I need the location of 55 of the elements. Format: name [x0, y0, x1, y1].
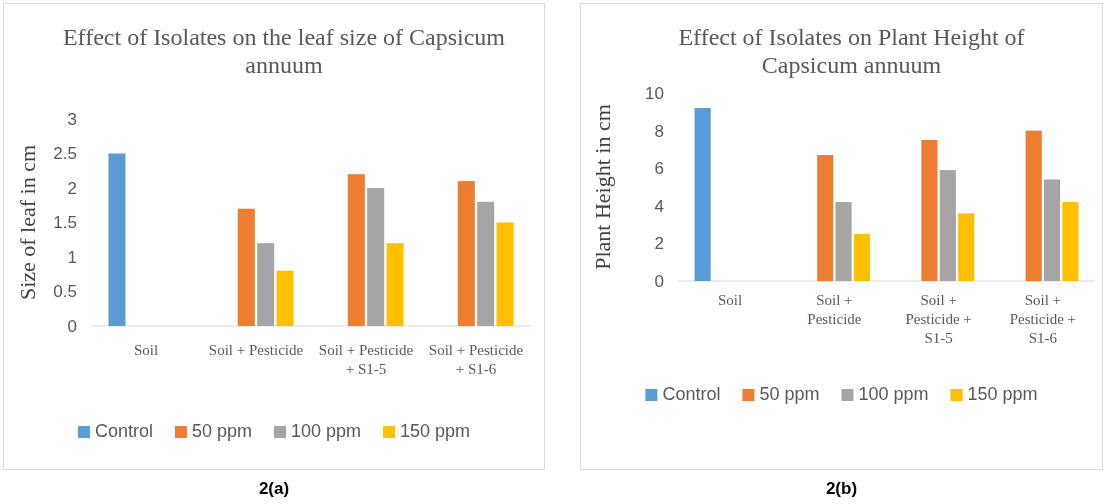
y-tick-label: 2 — [67, 178, 77, 198]
legend-label: 150 ppm — [400, 421, 471, 441]
y-tick-label: 8 — [654, 121, 664, 141]
bar — [257, 243, 275, 326]
bar — [958, 213, 975, 281]
bar — [921, 140, 938, 281]
y-tick-label: 3 — [67, 109, 77, 129]
legend-label: Control — [94, 421, 153, 441]
x-tick-label: Soil + Pesticide + S1-5 — [905, 292, 972, 346]
bar — [367, 188, 385, 326]
text: 2(a) — [258, 479, 290, 498]
y-tick-label: 0 — [67, 316, 77, 336]
y-tick-label: 0.5 — [53, 282, 77, 302]
chart-title: Effect of Isolates on Plant Height of Capsicum annuum — [678, 24, 1025, 78]
bar — [276, 270, 294, 326]
legend-label: 100 ppm — [858, 384, 929, 404]
y-tick-label: 1 — [67, 247, 77, 267]
legend-label: 150 ppm — [967, 384, 1038, 404]
y-tick-label: 2 — [654, 234, 664, 254]
y-tick-label: 1.5 — [53, 213, 77, 233]
bar — [694, 108, 711, 281]
x-tick-label: Soil + Pesticide + S1-6 — [428, 342, 524, 377]
bar — [817, 155, 834, 281]
x-tick-label: Soil + Pesticide + S1-5 — [318, 342, 414, 377]
y-tick-label: 0 — [654, 271, 664, 291]
bar — [1043, 179, 1061, 281]
bar — [835, 202, 852, 281]
legend-label: 50 ppm — [759, 384, 820, 404]
x-tick-label: Soil + Pesticide — [807, 292, 862, 327]
chart-title: Effect of Isolates on the leaf size of Capsicum annuum — [62, 24, 506, 78]
legend-label: Control — [662, 384, 721, 404]
bar — [237, 208, 255, 326]
bar — [477, 201, 495, 326]
bar — [939, 170, 956, 281]
y-axis-title: Size of leaf in cm — [15, 144, 40, 301]
bar — [496, 222, 514, 326]
bar — [457, 181, 475, 326]
y-tick-label: 4 — [654, 196, 664, 216]
x-tick-label: Soil + Pesticide + S1-6 — [1009, 292, 1077, 346]
x-tick-label: Soil — [133, 342, 159, 358]
legend-label: 100 ppm — [290, 421, 362, 441]
y-tick-label: 6 — [654, 159, 664, 179]
y-tick-label: 10 — [645, 83, 664, 103]
bar — [347, 174, 365, 326]
bar — [386, 243, 404, 326]
x-tick-label: Soil + Pesticide — [208, 342, 304, 358]
bar — [853, 234, 870, 281]
bar — [108, 153, 126, 326]
y-axis-title: Plant Height in cm — [590, 104, 615, 270]
bar — [1062, 202, 1079, 281]
x-tick-label: Soil — [718, 292, 743, 308]
bar — [1025, 130, 1042, 281]
text: 2(b) — [825, 479, 858, 498]
legend-label: 50 ppm — [191, 421, 252, 441]
y-tick-label: 2.5 — [53, 144, 77, 164]
